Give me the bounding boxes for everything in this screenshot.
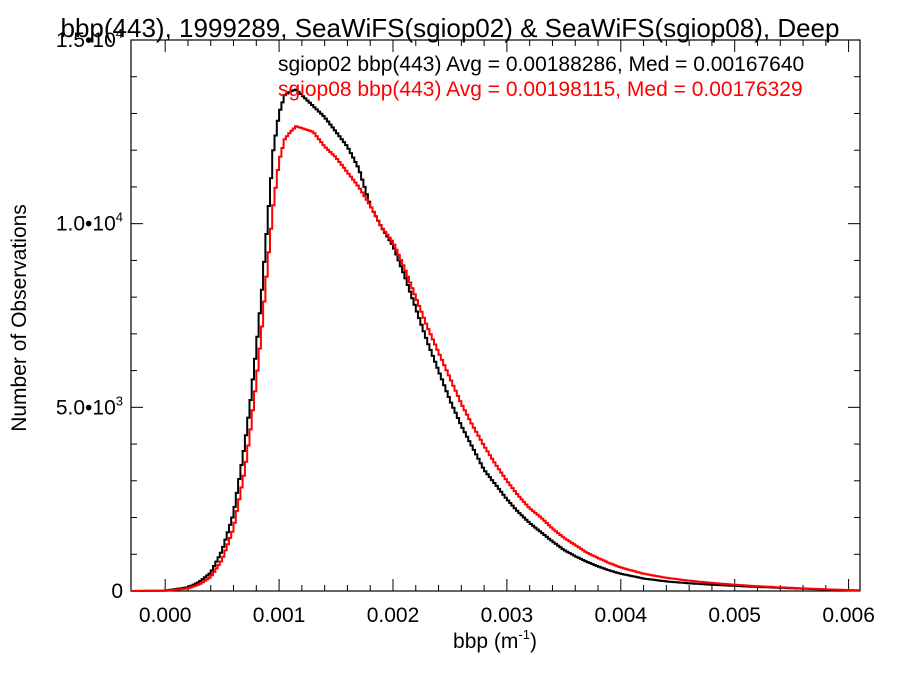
chart-title: bbp(443), 1999289, SeaWiFS(sgiop02) & Se… xyxy=(61,13,840,43)
y-tick-mantissa: 1.5•10 xyxy=(56,29,116,52)
series-line-sgiop08 xyxy=(131,125,860,592)
y-tick-label: 0 xyxy=(111,580,123,603)
y-tick-label: 1.0•104 xyxy=(56,210,123,236)
x-tick-label: 0.000 xyxy=(139,604,192,627)
y-tick-label: 1.5•104 xyxy=(56,26,123,52)
y-axis-label: Number of Observations xyxy=(8,204,31,432)
y-tick-exponent: 3 xyxy=(116,393,123,408)
x-axis-label-text: bbp (m xyxy=(453,630,518,653)
y-tick-mantissa: 0 xyxy=(111,580,123,603)
legend-entry-sgiop08: sgiop08 bbp(443) Avg = 0.00198115, Med =… xyxy=(278,78,803,101)
x-tick-label: 0.003 xyxy=(481,604,534,627)
x-axis-label: bbp (m-1) xyxy=(453,627,537,653)
y-tick-exponent: 4 xyxy=(116,26,123,41)
x-axis-label-close: ) xyxy=(530,630,537,653)
x-tick-label: 0.002 xyxy=(367,604,420,627)
series-group xyxy=(131,88,860,592)
series-line-sgiop02 xyxy=(131,88,860,592)
x-axis: 0.000 0.001 0.002 0.003 0.004 0.005 0.006 xyxy=(139,40,875,627)
x-tick-label: 0.004 xyxy=(595,604,648,627)
x-tick-label: 0.001 xyxy=(253,604,306,627)
y-tick-mantissa: 1.0•10 xyxy=(56,213,116,236)
legend-entry-sgiop02: sgiop02 bbp(443) Avg = 0.00188286, Med =… xyxy=(278,53,804,76)
y-tick-label: 5.0•103 xyxy=(56,393,123,419)
x-tick-label: 0.005 xyxy=(708,604,761,627)
plot-border xyxy=(130,39,861,592)
x-axis-label-exponent: -1 xyxy=(518,627,530,642)
plot-frame xyxy=(130,39,861,592)
y-tick-mantissa: 5.0•10 xyxy=(56,396,116,419)
y-tick-exponent: 4 xyxy=(116,210,123,225)
x-tick-label: 0.006 xyxy=(822,604,875,627)
